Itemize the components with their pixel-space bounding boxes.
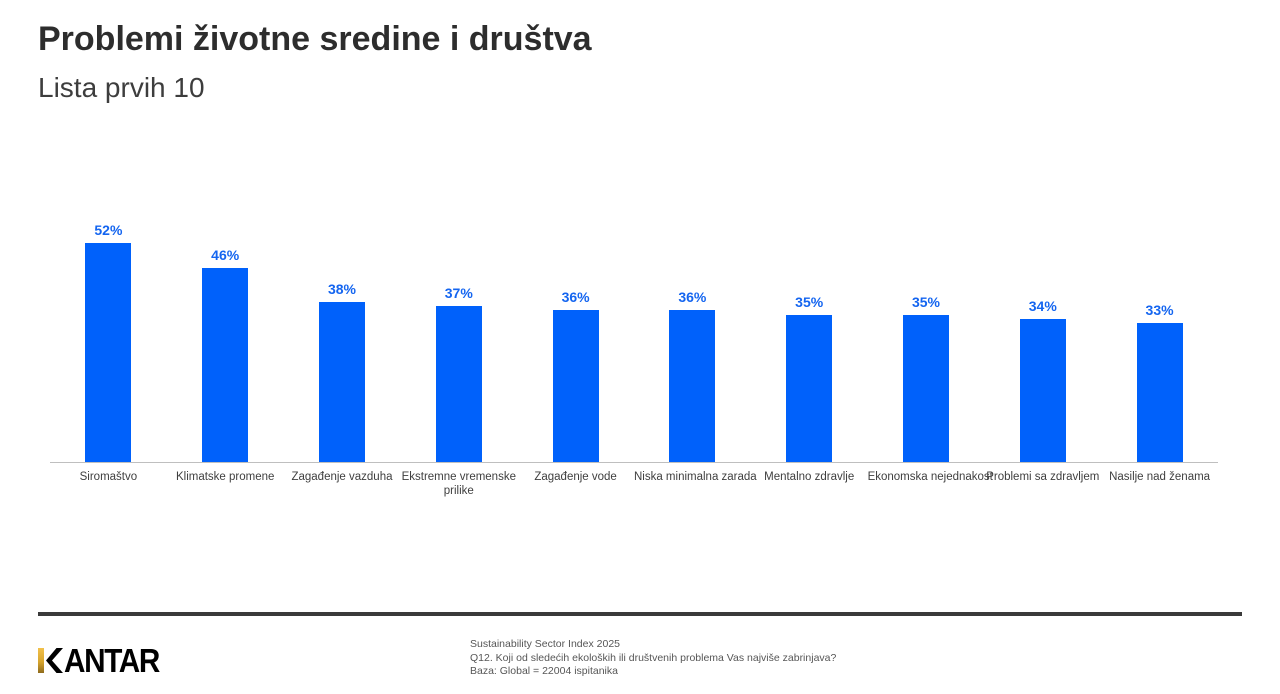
bar-value-label: 37% bbox=[444, 285, 473, 301]
bar-slot: 52% bbox=[50, 222, 167, 462]
category-label: Ekstremne vremenske prilike bbox=[401, 471, 516, 497]
bar bbox=[1136, 323, 1183, 462]
bar-value-label: 35% bbox=[795, 294, 824, 310]
bar-value-label: 38% bbox=[327, 281, 356, 297]
bar bbox=[85, 243, 132, 462]
category-label: Zagađenje vode bbox=[534, 471, 617, 483]
bar-slot: 33% bbox=[1101, 302, 1218, 462]
source-line: Q12. Koji od sledećih ekoloških ili druš… bbox=[470, 651, 837, 664]
bar bbox=[202, 268, 249, 462]
bar-slot: 38% bbox=[284, 281, 401, 462]
bar bbox=[552, 310, 599, 462]
bar-slot: 46% bbox=[167, 247, 284, 462]
bar-value-label: 36% bbox=[678, 289, 707, 305]
bar bbox=[435, 306, 482, 462]
bar-slot: 35% bbox=[868, 294, 985, 462]
bar-slot: 35% bbox=[751, 294, 868, 462]
bar-value-label: 35% bbox=[911, 294, 940, 310]
bar bbox=[1019, 319, 1066, 462]
bar-slot: 37% bbox=[400, 285, 517, 462]
kantar-logo-text: ANTAR bbox=[64, 641, 160, 679]
source-line: Baza: Global = 22004 ispitanika bbox=[470, 665, 618, 677]
kantar-logo-k-arms-icon bbox=[46, 647, 63, 673]
page-title: Problemi životne sredine i društva bbox=[38, 20, 592, 58]
source-note: Sustainability Sector Index 2025 Q12. Ko… bbox=[470, 638, 836, 679]
category-label: Klimatske promene bbox=[175, 471, 275, 483]
bar-slot: 36% bbox=[517, 289, 634, 462]
category-axis: Siromaštvo Klimatske promene Zagađenje vaz… bbox=[50, 463, 1218, 498]
category-label: Niska minimalna zarada bbox=[633, 471, 757, 483]
bar bbox=[902, 315, 949, 462]
bar-value-label: 33% bbox=[1145, 302, 1174, 318]
bar-slot: 36% bbox=[634, 289, 751, 462]
category-label: Siromaštvo bbox=[79, 471, 138, 483]
page-subtitle: Lista prvih 10 bbox=[38, 72, 205, 103]
bar-value-label: 52% bbox=[94, 222, 123, 238]
footer-divider bbox=[38, 612, 1242, 616]
bar-value-label: 36% bbox=[561, 289, 590, 305]
plot-area: 52% 46% 38% 37% 36% 36% 35% 35% 34% 33% bbox=[50, 217, 1218, 463]
bar bbox=[669, 310, 716, 462]
kantar-logo-gold-stem-icon bbox=[38, 647, 44, 673]
bar-chart: 52% 46% 38% 37% 36% 36% 35% 35% 34% 33% Siromaštv… bbox=[50, 217, 1218, 498]
category-label: Nasilje nad ženama bbox=[1109, 471, 1211, 483]
category-label: Mentalno zdravlje bbox=[764, 471, 855, 483]
kantar-logo: ANTAR bbox=[38, 641, 170, 679]
bar bbox=[318, 302, 365, 462]
bar-value-label: 34% bbox=[1028, 298, 1057, 314]
category-label: Problemi sa zdravljem bbox=[986, 471, 1100, 483]
category-label: Zagađenje vazduha bbox=[291, 471, 393, 483]
bar-value-label: 46% bbox=[211, 247, 240, 263]
header: Problemi životne sredine i društva Lista… bbox=[38, 20, 592, 104]
source-line: Sustainability Sector Index 2025 bbox=[470, 638, 621, 650]
category-label: Ekonomska nejednakost bbox=[867, 471, 993, 483]
bar-slot: 34% bbox=[984, 298, 1101, 462]
bar bbox=[786, 315, 833, 462]
